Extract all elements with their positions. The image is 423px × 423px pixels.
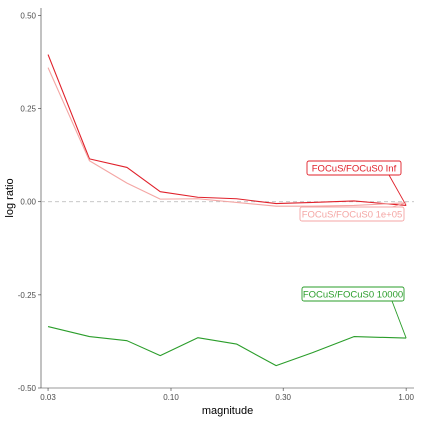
series-line-2 <box>47 325 407 367</box>
x-axis-title: magnitude <box>202 405 253 417</box>
annotation-connector <box>391 300 407 339</box>
y-tick-label: 0.50 <box>20 11 36 20</box>
y-tick-label: -0.50 <box>18 384 37 393</box>
x-axis: 0.03 0.10 0.30 1.00 <box>40 387 414 402</box>
annotation-label-0: FOCuS/FOCuS0 Inf <box>306 160 407 206</box>
annotation-box <box>306 160 402 176</box>
series-lines <box>47 54 407 367</box>
annotation-text: FOCuS/FOCuS0 10000 <box>303 289 403 300</box>
y-tick-label: 0.00 <box>20 198 36 207</box>
x-tick-label: 0.10 <box>163 393 179 402</box>
y-axis-title: log ratio <box>4 178 16 217</box>
annotation-connector <box>388 174 407 206</box>
series-line-0 <box>47 54 407 206</box>
annotation-label-2: FOCuS/FOCuS0 10000 <box>301 286 407 339</box>
x-tick-label: 0.03 <box>40 393 56 402</box>
annotation-text: FOCuS/FOCuS0 1e+05 <box>302 209 403 220</box>
y-tick-label: 0.25 <box>20 105 36 114</box>
series-line-1 <box>47 67 407 207</box>
annotation-text: FOCuS/FOCuS0 Inf <box>312 163 397 174</box>
annotation-box <box>301 286 405 302</box>
annotation-box <box>299 206 405 222</box>
y-axis: 0.50 0.25 0.00 -0.25 -0.50 <box>18 8 42 393</box>
annotation-label-1: FOCuS/FOCuS0 1e+05 <box>299 202 407 222</box>
annotations: FOCuS/FOCuS0 Inf FOCuS/FOCuS0 1e+05 FOCuS/… <box>299 160 407 339</box>
y-tick-label: -0.25 <box>18 291 37 300</box>
annotation-connector <box>391 202 407 208</box>
x-tick-label: 1.00 <box>398 393 414 402</box>
x-tick-label: 0.30 <box>275 393 291 402</box>
